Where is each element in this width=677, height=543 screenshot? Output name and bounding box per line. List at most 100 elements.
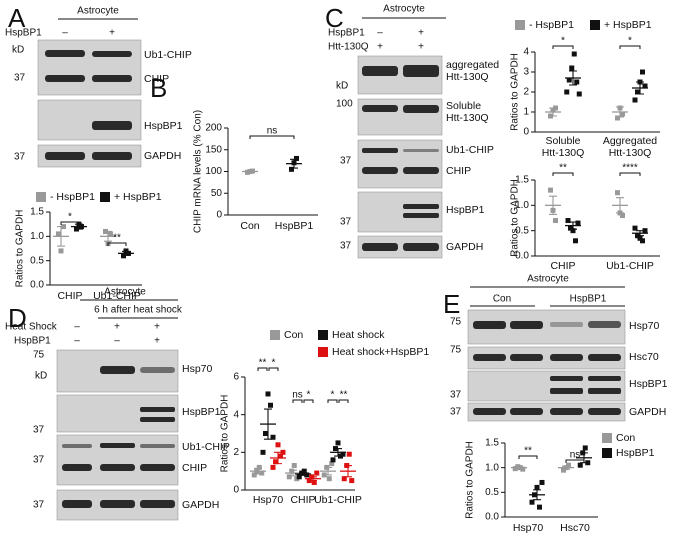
significance-label: ** [259, 358, 267, 369]
data-point [329, 461, 335, 467]
band-label: CHIP [182, 462, 207, 474]
band [510, 408, 543, 415]
band [100, 443, 135, 448]
legend-swatch [100, 192, 110, 202]
condition-sign: + [154, 322, 160, 333]
data-point [615, 115, 620, 121]
condition-sign: + [418, 28, 424, 39]
y-tick-label: 1.5 [30, 207, 44, 218]
mw-marker: 100 [336, 99, 353, 110]
band [588, 321, 621, 328]
band [100, 464, 135, 471]
legend-label: Con [284, 329, 303, 341]
data-point [632, 225, 638, 231]
band-label: Ub1-CHIP [182, 441, 230, 453]
data-point [330, 457, 336, 463]
band-label: Soluble [446, 100, 481, 112]
y-tick-label: 0.5 [485, 487, 499, 498]
band-label: GAPDH [629, 406, 666, 418]
x-tick-label: Htt-130Q [609, 147, 652, 159]
data-point [575, 220, 581, 226]
y-tick-label: 0.0 [30, 280, 44, 291]
condition-label: HspBP1 [5, 28, 42, 39]
blot-d: Astrocyte 6 h after heat shock Heat Shoc… [5, 287, 230, 521]
significance-label: ns [292, 390, 303, 401]
data-point [346, 451, 352, 457]
significance-bracket [565, 459, 585, 463]
band [403, 243, 439, 251]
y-tick-label: 6 [233, 372, 239, 383]
blot-strip [37, 39, 142, 96]
data-point [569, 65, 575, 71]
data-point [260, 449, 266, 455]
y-tick-label: 100 [205, 166, 222, 177]
error-bar [246, 170, 254, 173]
mw-marker: 37 [33, 500, 45, 511]
data-point [534, 484, 540, 490]
blot-strip [37, 99, 142, 141]
band [45, 75, 85, 82]
error-bar [290, 158, 298, 169]
data-point [335, 440, 341, 446]
band [92, 75, 132, 82]
band [140, 417, 175, 422]
panel-letter: C [325, 3, 344, 33]
band [550, 322, 583, 327]
error-bar [57, 226, 65, 247]
significance-bracket [249, 135, 295, 139]
data-point [632, 97, 638, 103]
y-axis-label: Ratios to GAPDH [465, 441, 476, 519]
condition-sign: – [62, 28, 68, 39]
blot-header: Astrocyte [77, 6, 119, 17]
band [62, 500, 92, 508]
significance-bracket [552, 45, 574, 49]
legend-label: - HspBP1 [529, 19, 574, 31]
band [62, 444, 92, 448]
mw-marker: kD [12, 45, 24, 56]
data-point [108, 231, 113, 237]
band-label: GAPDH [144, 150, 181, 162]
data-point [56, 231, 61, 237]
band-label: Ub1-CHIP [144, 49, 192, 61]
band [362, 148, 398, 153]
band [588, 376, 621, 381]
band [550, 408, 583, 415]
band-label: HspBP1 [446, 204, 485, 216]
data-point [289, 468, 295, 474]
band [362, 105, 398, 112]
error-bar [616, 197, 624, 214]
significance-label: ** [524, 446, 532, 457]
data-point [291, 463, 297, 469]
error-bar [254, 467, 262, 475]
mw-marker: 75 [450, 317, 462, 328]
significance-label: * [628, 36, 632, 47]
significance-label: ns [570, 450, 581, 461]
data-point [340, 451, 346, 457]
mw-marker: 75 [450, 345, 462, 356]
data-point [573, 238, 578, 244]
data-point [642, 228, 648, 234]
significance-bracket [619, 45, 641, 49]
x-tick-label: Con [240, 220, 259, 232]
mw-marker: kD [35, 371, 47, 382]
condition-label: HspBP1 [328, 28, 365, 39]
data-point [273, 459, 278, 465]
band [403, 105, 439, 113]
data-point [566, 462, 571, 468]
y-tick-label: 2 [233, 447, 239, 458]
band-label: CHIP [446, 165, 471, 177]
band [403, 167, 439, 174]
blot-strip [467, 346, 626, 370]
band [140, 464, 175, 471]
band [140, 367, 175, 373]
data-point [311, 479, 317, 485]
significance-bracket [268, 367, 279, 371]
blot-strip [357, 98, 443, 136]
legend-swatch [602, 448, 612, 458]
mw-marker: 37 [340, 241, 352, 252]
band [403, 149, 439, 152]
y-tick-label: 0.0 [485, 512, 499, 523]
band [588, 408, 621, 415]
band-label: Htt-130Q [446, 112, 489, 124]
